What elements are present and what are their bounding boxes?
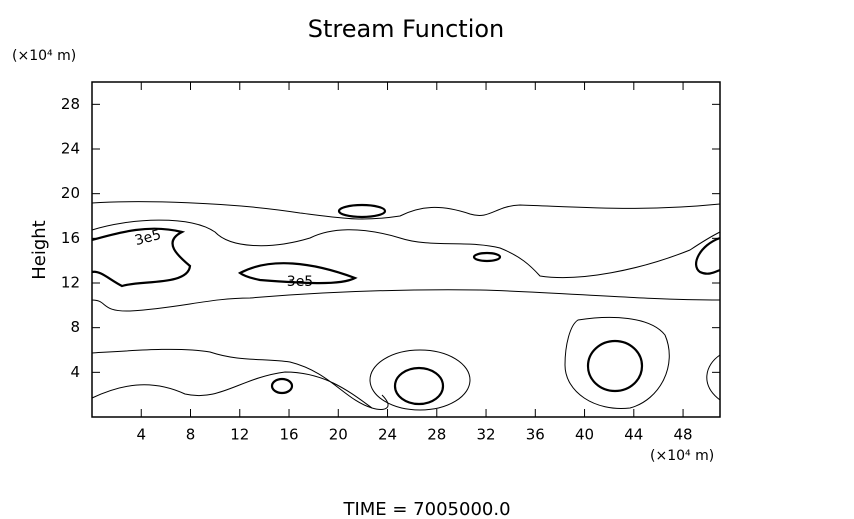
x-tick-label: 24	[378, 426, 397, 444]
contour-line	[91, 348, 389, 410]
x-tick-label: 16	[279, 426, 298, 444]
x-tick-label: 40	[575, 426, 594, 444]
y-tick-label: 24	[61, 140, 80, 158]
plot-frame	[91, 81, 721, 418]
contour-line	[695, 236, 721, 275]
x-tick-label: 20	[329, 426, 348, 444]
x-tick-label: 44	[624, 426, 643, 444]
x-tick-label: 4	[136, 426, 146, 444]
x-unit: (×10⁴ m)	[650, 448, 714, 464]
contour-line	[91, 227, 192, 288]
contour-line	[706, 354, 721, 401]
contours	[91, 201, 721, 411]
contour-line	[91, 219, 721, 279]
y-tick-label: 8	[70, 318, 80, 336]
contour-line	[91, 289, 721, 312]
x-tick-label: 32	[476, 426, 495, 444]
chart-title: Stream Function	[308, 15, 505, 43]
y-tick-label: 4	[70, 363, 80, 381]
contour-label: 3e5	[287, 274, 313, 290]
contour-line	[564, 316, 670, 409]
contour-label: 3e5	[133, 227, 163, 249]
contour-line	[337, 203, 387, 219]
contour-line	[586, 339, 644, 393]
contour-line	[472, 251, 502, 263]
contour-line	[270, 377, 294, 395]
y-tick-label: 28	[61, 95, 80, 113]
y-tick-label: 16	[61, 229, 80, 247]
x-tick-label: 48	[674, 426, 693, 444]
y-unit: (×10⁴ m)	[12, 48, 76, 64]
contour-line	[91, 371, 373, 409]
contour-line	[91, 201, 721, 220]
x-tick-label: 8	[186, 426, 196, 444]
y-axis-label: Height	[29, 220, 50, 280]
x-tick-label: 12	[230, 426, 249, 444]
contour-line	[237, 262, 358, 285]
y-tick-label: 20	[61, 184, 80, 202]
x-tick-label: 28	[427, 426, 446, 444]
x-tick-label: 36	[526, 426, 545, 444]
contour-line	[369, 349, 471, 411]
time-label: TIME = 7005000.0	[342, 499, 510, 519]
y-tick-label: 12	[61, 274, 80, 292]
contour-line	[393, 366, 445, 406]
